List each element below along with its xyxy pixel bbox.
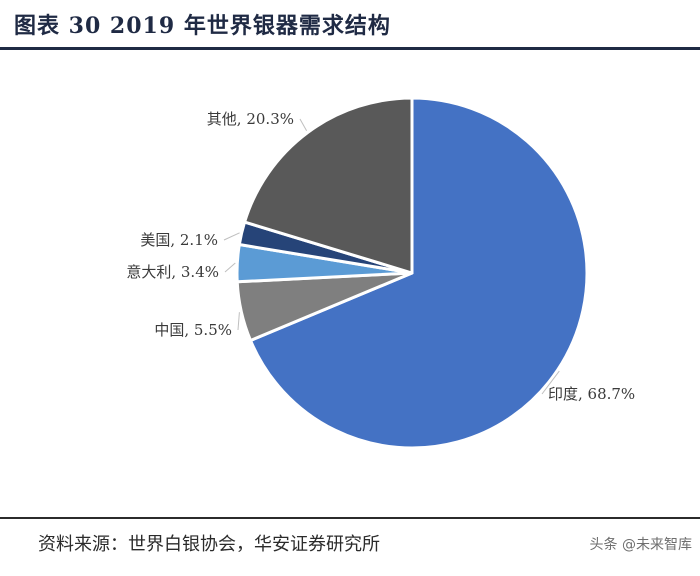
leader-lines <box>223 118 560 395</box>
slice-label-0: 印度, 68.7% <box>548 385 635 403</box>
footer-divider <box>0 517 700 519</box>
pie-slice-0 <box>249 96 589 450</box>
leader-line-2 <box>224 262 236 273</box>
pie-chart: 印度, 68.7% 中国, 5.5% 意大利, 3.4% 美国, 2.1% 其他, 20… <box>126 96 635 450</box>
title-divider <box>0 47 700 50</box>
slice-label-2: 意大利, 3.4% <box>126 263 219 281</box>
slice-label-1: 中国, 5.5% <box>154 321 232 339</box>
pie-slices <box>235 96 589 450</box>
leader-line-1 <box>237 312 240 331</box>
slice-label-4: 其他, 20.3% <box>207 110 294 128</box>
leader-line-0 <box>541 370 560 395</box>
leader-line-4 <box>299 118 308 132</box>
watermark: 头条 @未来智库 <box>589 537 692 553</box>
slice-labels: 印度, 68.7% 中国, 5.5% 意大利, 3.4% 美国, 2.1% 其他, 20… <box>126 110 635 403</box>
leader-line-3 <box>223 232 240 241</box>
chart-title: 图表 30 2019 年世界银器需求结构 <box>14 13 391 39</box>
source-note: 资料来源：世界白银协会，华安证券研究所 <box>38 534 380 555</box>
slice-label-3: 美国, 2.1% <box>140 231 218 249</box>
pie-slice-4 <box>243 96 414 275</box>
